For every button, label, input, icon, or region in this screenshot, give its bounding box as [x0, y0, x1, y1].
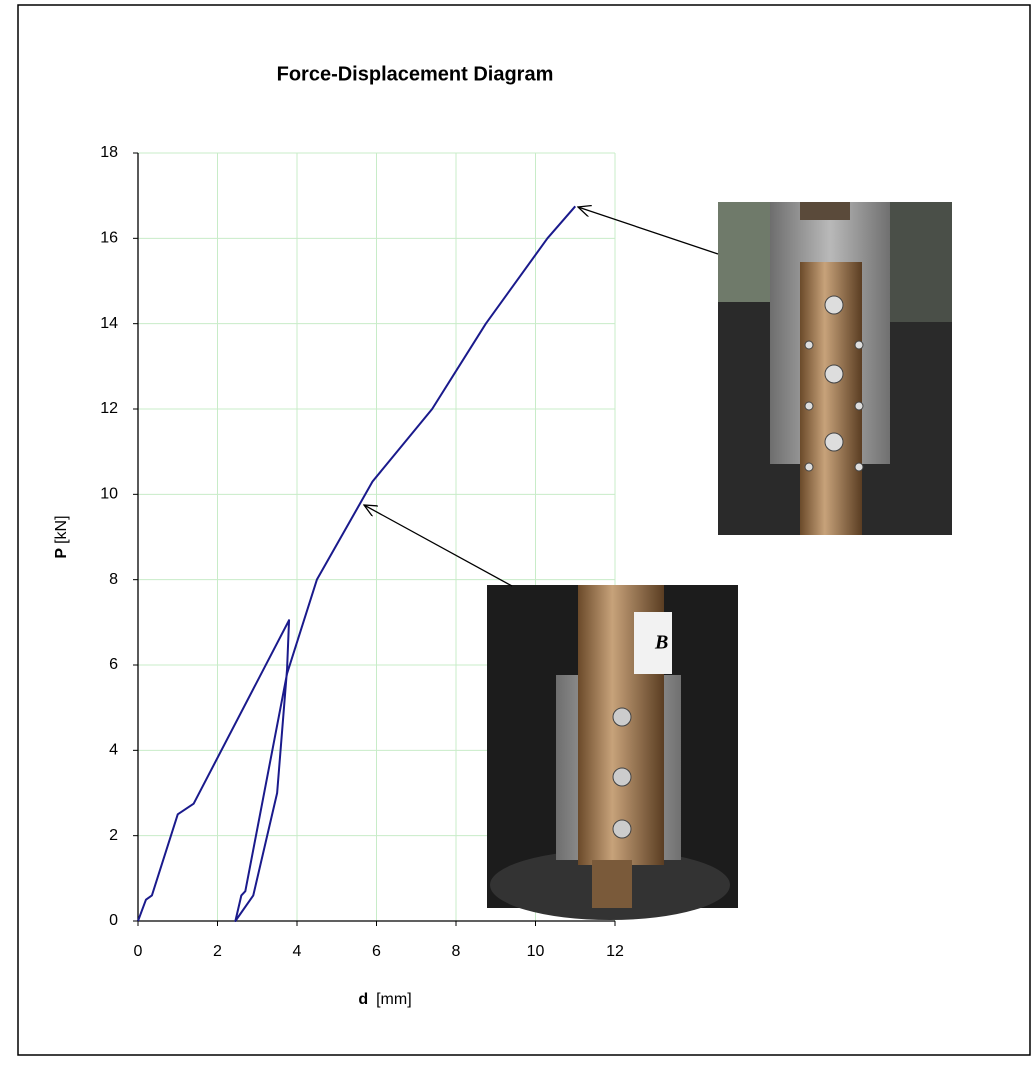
y-label-unit: [kN]: [53, 515, 70, 543]
x-tick-label: 6: [372, 943, 381, 960]
chart-title: Force-Displacement Diagram: [277, 63, 554, 85]
x-label-symbol: d: [358, 991, 368, 1008]
y-tick-label: 0: [109, 912, 118, 929]
photo-top: [718, 202, 952, 535]
y-tick-label: 14: [100, 315, 118, 332]
y-tick-label: 2: [109, 827, 118, 844]
y-tick-label: 8: [109, 571, 118, 588]
y-tick-label: 4: [109, 742, 118, 759]
x-tick-label: 0: [134, 943, 143, 960]
y-tick-label: 10: [100, 486, 118, 503]
y-tick-label: 18: [100, 144, 118, 161]
y-label-symbol: P: [53, 548, 70, 559]
y-axis-label: P [kN]: [53, 515, 70, 558]
x-tick-label: 2: [213, 943, 222, 960]
x-label-unit: [mm]: [376, 991, 412, 1008]
y-tick-label: 12: [100, 400, 118, 417]
y-tick-label: 6: [109, 656, 118, 673]
x-axis-label: d [mm]: [358, 991, 411, 1008]
svg-text:B: B: [654, 632, 668, 654]
x-tick-label: 10: [527, 943, 545, 960]
chart: Force-Displacement Diagram d [mm] P [kN] B…: [0, 0, 1035, 1061]
x-tick-label: 12: [606, 943, 624, 960]
photo-bottom: B: [487, 585, 738, 920]
x-tick-label: 8: [452, 943, 461, 960]
x-tick-label: 4: [293, 943, 302, 960]
y-tick-label: 16: [100, 230, 118, 247]
